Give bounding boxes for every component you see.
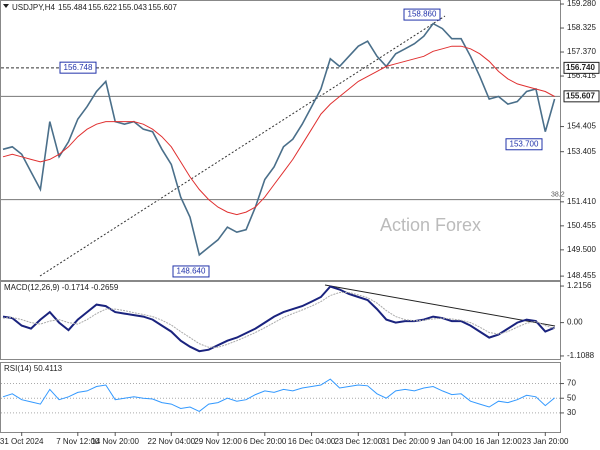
y-tick-label: 70 bbox=[567, 379, 576, 388]
level-box bbox=[563, 90, 600, 103]
quote-value: 155.607 bbox=[148, 3, 177, 12]
quote-value: 155.484 bbox=[58, 3, 87, 12]
y-tick-label: 30 bbox=[567, 408, 576, 417]
annotation-box bbox=[403, 8, 441, 21]
y-tick-label: 153.405 bbox=[567, 147, 596, 156]
x-tick-label: 22 Nov 04:00 bbox=[148, 437, 196, 446]
y-tick-label: 159.280 bbox=[567, 0, 596, 8]
symbol-title: USDJPY,H4 bbox=[12, 3, 56, 12]
x-tick-label: 6 Dec 20:00 bbox=[243, 437, 287, 446]
annotation-box bbox=[59, 61, 97, 74]
y-tick-label: 154.405 bbox=[567, 122, 596, 131]
x-tick-label: 29 Nov 12:00 bbox=[194, 437, 242, 446]
y-tick-label: 1.2156 bbox=[567, 281, 592, 290]
x-tick-label: 7 Nov 12:00 bbox=[56, 437, 100, 446]
annotation-label: 153.700 bbox=[510, 139, 539, 148]
watermark: Action Forex bbox=[380, 215, 481, 235]
level-label: 155.607 bbox=[566, 91, 595, 100]
x-tick-label: 9 Jan 04:00 bbox=[431, 437, 473, 446]
y-tick-label: 151.410 bbox=[567, 197, 596, 206]
trend-line bbox=[39, 15, 446, 277]
series-line bbox=[2, 45, 555, 216]
price-panel bbox=[0, 0, 561, 281]
annotation-label: 148.640 bbox=[177, 267, 206, 276]
y-tick-label: -1.1088 bbox=[567, 351, 595, 360]
annotation-label: 158.860 bbox=[408, 10, 437, 19]
y-tick-label: 158.325 bbox=[567, 23, 596, 32]
annotation-box bbox=[505, 138, 543, 151]
series-line bbox=[2, 22, 556, 257]
menu-arrow bbox=[3, 4, 9, 8]
macd-trend-line bbox=[324, 284, 556, 327]
series-line bbox=[2, 292, 555, 348]
x-tick-label: 31 Oct 2024 bbox=[0, 437, 44, 446]
level-label: 38.2 bbox=[551, 191, 565, 198]
series-line bbox=[2, 285, 555, 353]
annotation-label: 156.748 bbox=[64, 63, 93, 72]
y-tick-label: 50 bbox=[567, 393, 576, 402]
rsi-panel bbox=[0, 362, 561, 433]
y-tick-label: 148.455 bbox=[567, 271, 596, 280]
panel-title: MACD(12,26,9) -0.1714 -0.2659 bbox=[4, 283, 119, 292]
x-tick-label: 23 Dec 12:00 bbox=[335, 437, 383, 446]
level-label: 156.740 bbox=[566, 63, 595, 72]
y-tick-label: 0.00 bbox=[567, 318, 583, 327]
quote-value: 155.043 bbox=[118, 3, 147, 12]
quote-value: 155.622 bbox=[88, 3, 117, 12]
series-line bbox=[2, 378, 555, 412]
x-tick-label: 16 Dec 04:00 bbox=[288, 437, 336, 446]
macd-panel bbox=[0, 281, 561, 360]
x-tick-label: 14 Nov 20:00 bbox=[91, 437, 139, 446]
x-tick-label: 23 Jan 20:00 bbox=[522, 437, 569, 446]
annotation-box bbox=[172, 265, 210, 278]
x-tick-label: 31 Dec 20:00 bbox=[381, 437, 429, 446]
panel-title: RSI(14) 50.4113 bbox=[4, 364, 63, 373]
y-tick-label: 156.415 bbox=[567, 71, 596, 80]
level-box bbox=[563, 61, 600, 74]
y-tick-label: 157.370 bbox=[567, 47, 596, 56]
y-tick-label: 150.455 bbox=[567, 221, 596, 230]
y-tick-label: 149.500 bbox=[567, 245, 596, 254]
x-tick-label: 16 Jan 12:00 bbox=[475, 437, 522, 446]
